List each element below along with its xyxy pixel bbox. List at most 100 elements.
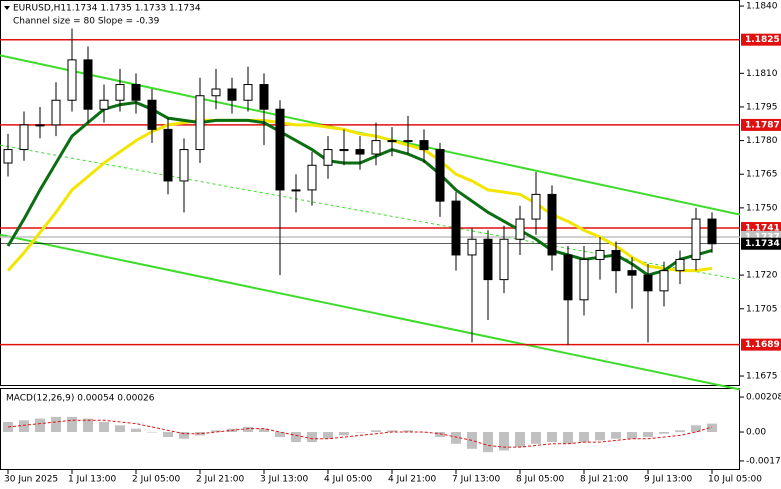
- candle-body: [355, 149, 365, 155]
- moving-average: [6, 118, 713, 273]
- trend-line: [0, 233, 741, 391]
- macd-bar: [611, 432, 621, 439]
- macd-signal: [7, 419, 713, 448]
- level-label: 1.1741: [745, 224, 780, 234]
- candle-body: [675, 258, 685, 272]
- macd-bar: [371, 430, 381, 433]
- ohlc-text: 1.1734 1.1735 1.1733 1.1734: [66, 4, 201, 14]
- x-tick-label: 8 Jul 21:00: [580, 475, 629, 485]
- candle-body: [3, 149, 13, 164]
- y-tick-label: 1.1750: [746, 203, 778, 213]
- candle-body: [243, 84, 253, 101]
- x-tick-label: 8 Jul 05:00: [516, 475, 565, 485]
- candle-body: [291, 189, 301, 192]
- candle-body: [227, 88, 237, 101]
- candle-body: [451, 200, 461, 256]
- macd-bar: [131, 428, 141, 433]
- y-tick-label: 1.1795: [746, 102, 778, 112]
- macd-bar: [403, 430, 413, 433]
- x-tick-label: 4 Jul 05:00: [324, 475, 373, 485]
- candle-body: [403, 140, 413, 143]
- macd-bar: [323, 432, 333, 439]
- y-tick-label: 1.1705: [746, 304, 778, 314]
- subtitle: Channel size = 80 Slope = -0.39: [13, 17, 160, 27]
- macd-bar: [579, 432, 589, 443]
- macd-bar: [99, 421, 109, 433]
- macd-bar: [259, 428, 269, 433]
- candle-body: [163, 128, 173, 182]
- menu-arrow[interactable]: [4, 6, 10, 10]
- main-panel: [0, 0, 740, 386]
- candle-body: [259, 84, 269, 110]
- candle-body: [643, 274, 653, 292]
- level-label: 1.1825: [745, 35, 780, 45]
- x-tick-label: 1 Jul 13:00: [68, 475, 117, 485]
- candle-body: [483, 238, 493, 281]
- macd-bar: [307, 432, 317, 443]
- candle-body: [435, 149, 445, 202]
- candle-body: [387, 140, 397, 143]
- level-label: 1.1734: [745, 239, 780, 249]
- macd-bar: [147, 432, 157, 433]
- candle-body: [51, 99, 61, 126]
- macd-bar: [163, 432, 173, 438]
- x-tick-label: 3 Jul 13:00: [260, 475, 309, 485]
- level-label-bg: [741, 237, 781, 250]
- macd-bar: [115, 425, 125, 433]
- y-tick-label: 1.1675: [746, 372, 778, 382]
- candle-body: [83, 59, 93, 110]
- macd-bar: [195, 432, 205, 436]
- macd-bar: [595, 432, 605, 441]
- candle-body: [611, 249, 621, 272]
- macd-bar: [467, 432, 477, 449]
- macd-bar: [355, 432, 365, 433]
- candle-body: [131, 84, 141, 101]
- candle-body: [499, 238, 509, 281]
- macd-bar: [659, 432, 669, 434]
- level-label-bg: [741, 118, 781, 131]
- macd-bar: [51, 416, 61, 433]
- y-tick-label: 1.1810: [746, 69, 778, 79]
- level-label-bg: [741, 338, 781, 351]
- symbol-title: EURUSD,H1: [13, 4, 66, 14]
- macd-bar: [339, 432, 349, 436]
- macd-bar: [387, 430, 397, 433]
- candle-body: [627, 270, 637, 276]
- candle-body: [99, 99, 109, 110]
- x-tick-label: 4 Jul 21:00: [388, 475, 437, 485]
- macd-bar: [275, 432, 285, 438]
- level-label-bg: [741, 33, 781, 46]
- macd-bar: [179, 432, 189, 439]
- candle-body: [579, 258, 589, 301]
- macd-bar: [707, 423, 717, 433]
- macd-bar: [19, 420, 29, 433]
- macd-bar: [291, 432, 301, 443]
- candle-body: [659, 270, 669, 292]
- x-tick-label: 2 Jul 21:00: [196, 475, 245, 485]
- candle-body: [19, 124, 29, 151]
- macd-bar: [419, 432, 429, 433]
- candle-body: [419, 140, 429, 151]
- macd-bar: [35, 418, 45, 433]
- candle-body: [323, 149, 333, 166]
- macd-bar: [451, 432, 461, 444]
- macd-bar: [531, 432, 541, 444]
- candle-body: [707, 218, 717, 245]
- macd-bar: [483, 432, 493, 453]
- candle-body: [467, 238, 477, 256]
- candle-body: [515, 218, 525, 240]
- candle-body: [691, 218, 701, 260]
- candle-body: [179, 149, 189, 182]
- candle-body: [195, 95, 205, 151]
- x-tick-label: 9 Jul 13:00: [644, 475, 693, 485]
- macd-bar: [3, 421, 13, 433]
- macd-bar: [627, 432, 637, 439]
- macd-bar: [675, 430, 685, 433]
- macd-bar: [499, 432, 509, 451]
- macd-bar: [67, 416, 77, 433]
- candle-body: [531, 193, 541, 220]
- y-tick-label: 1.1765: [746, 170, 778, 180]
- candle-body: [307, 164, 317, 191]
